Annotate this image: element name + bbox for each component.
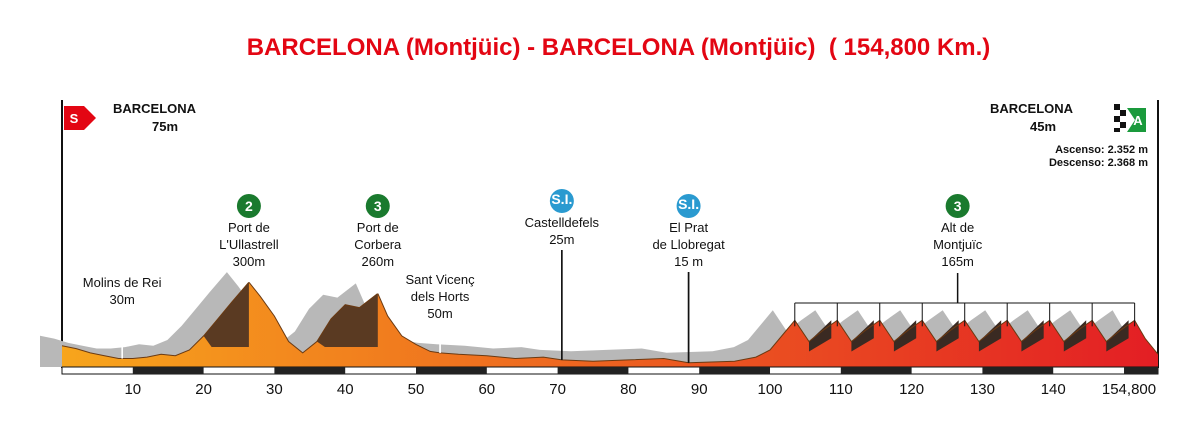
climb-face-1 (203, 282, 249, 347)
annotation-4-line-3: 50m (427, 306, 452, 321)
total-ascent: Ascenso: 2.352 m (1055, 144, 1148, 156)
x-tick-20: 20 (195, 381, 212, 398)
annotation-2-line-2: L'Ullastrell (219, 237, 279, 252)
scale-bar-segment-13 (982, 367, 1054, 374)
finish-flag-icon: A (1114, 104, 1146, 132)
annotation-5-line-2: 25m (549, 232, 574, 247)
finish-name: BARCELONA (990, 101, 1074, 116)
annotation-3-line-1: Port de (357, 220, 399, 235)
scale-bar-segment-1 (132, 367, 204, 374)
x-tick-90: 90 (691, 381, 708, 398)
annotation-7-line-3: 165m (941, 254, 974, 269)
annotation-1-line-2: 30m (110, 292, 135, 307)
annotation-badge-label-3: 3 (374, 198, 382, 214)
climb-face-2 (316, 293, 378, 347)
profile-outline (61, 281, 1159, 364)
annotation-badge-label-6: S.I. (678, 196, 699, 212)
x-tick-80: 80 (620, 381, 637, 398)
x-tick-100: 100 (757, 381, 782, 398)
x-tick-end: 154,800 (1102, 381, 1156, 398)
annotation-3-line-3: 260m (362, 254, 395, 269)
x-tick-60: 60 (478, 381, 495, 398)
total-descent: Descenso: 2.368 m (1049, 157, 1148, 169)
start-badge: S (70, 111, 79, 126)
x-tick-110: 110 (829, 381, 853, 398)
x-tick-140: 140 (1041, 381, 1066, 398)
stage-title: BARCELONA (Montjüic) - BARCELONA (Montjü… (246, 34, 991, 61)
annotation-6-line-2: de Llobregat (652, 237, 725, 252)
x-tick-70: 70 (549, 381, 566, 398)
annotation-6-line-1: El Prat (669, 220, 708, 235)
x-tick-40: 40 (337, 381, 354, 398)
annotation-3-line-2: Corbera (354, 237, 402, 252)
annotation-badge-6 (676, 194, 701, 218)
finish-badge: A (1133, 113, 1143, 128)
scale-bar-segment-15 (1124, 367, 1158, 374)
x-tick-130: 130 (970, 381, 995, 398)
x-tick-10: 10 (124, 381, 141, 398)
scale-bar-segment-3 (274, 367, 346, 374)
annotation-badge-5 (549, 189, 574, 213)
finish-altitude: 45m (1030, 119, 1056, 134)
annotation-1-line-1: Molins de Rei (83, 275, 162, 290)
scale-bar-segment-9 (699, 367, 771, 374)
start-name: BARCELONA (113, 101, 197, 116)
scale-bar-segment-5 (416, 367, 487, 374)
distance-scale-bar (61, 366, 1159, 375)
annotation-5-line-1: Castelldefels (525, 215, 600, 230)
start-flag-icon (64, 106, 96, 130)
x-tick-30: 30 (266, 381, 283, 398)
start-flag: S (64, 106, 96, 130)
annotation-badge-2 (236, 194, 261, 218)
annotation-badge-label-2: 2 (245, 198, 253, 214)
annotation-badge-label-5: S.I. (551, 191, 572, 207)
annotation-7-line-2: Montjuïc (933, 237, 983, 252)
annotation-6-line-3: 15 m (674, 254, 703, 269)
annotation-7-line-1: Alt de (941, 220, 974, 235)
annotation-2-line-3: 300m (233, 254, 266, 269)
scale-bar-segment-11 (840, 367, 912, 374)
annotation-4-line-1: Sant Vicenç (406, 272, 476, 287)
x-tick-50: 50 (408, 381, 425, 398)
annotation-badge-3 (365, 194, 390, 218)
annotation-2-line-1: Port de (228, 220, 270, 235)
annotation-4-line-2: dels Horts (411, 289, 470, 304)
x-tick-120: 120 (899, 381, 924, 398)
scale-bar-segment-7 (557, 367, 629, 374)
start-altitude: 75m (152, 119, 178, 134)
annotation-badge-label-7: 3 (954, 198, 962, 214)
circuit-lap-bracket (794, 302, 1136, 327)
annotation-badge-7 (945, 194, 970, 218)
